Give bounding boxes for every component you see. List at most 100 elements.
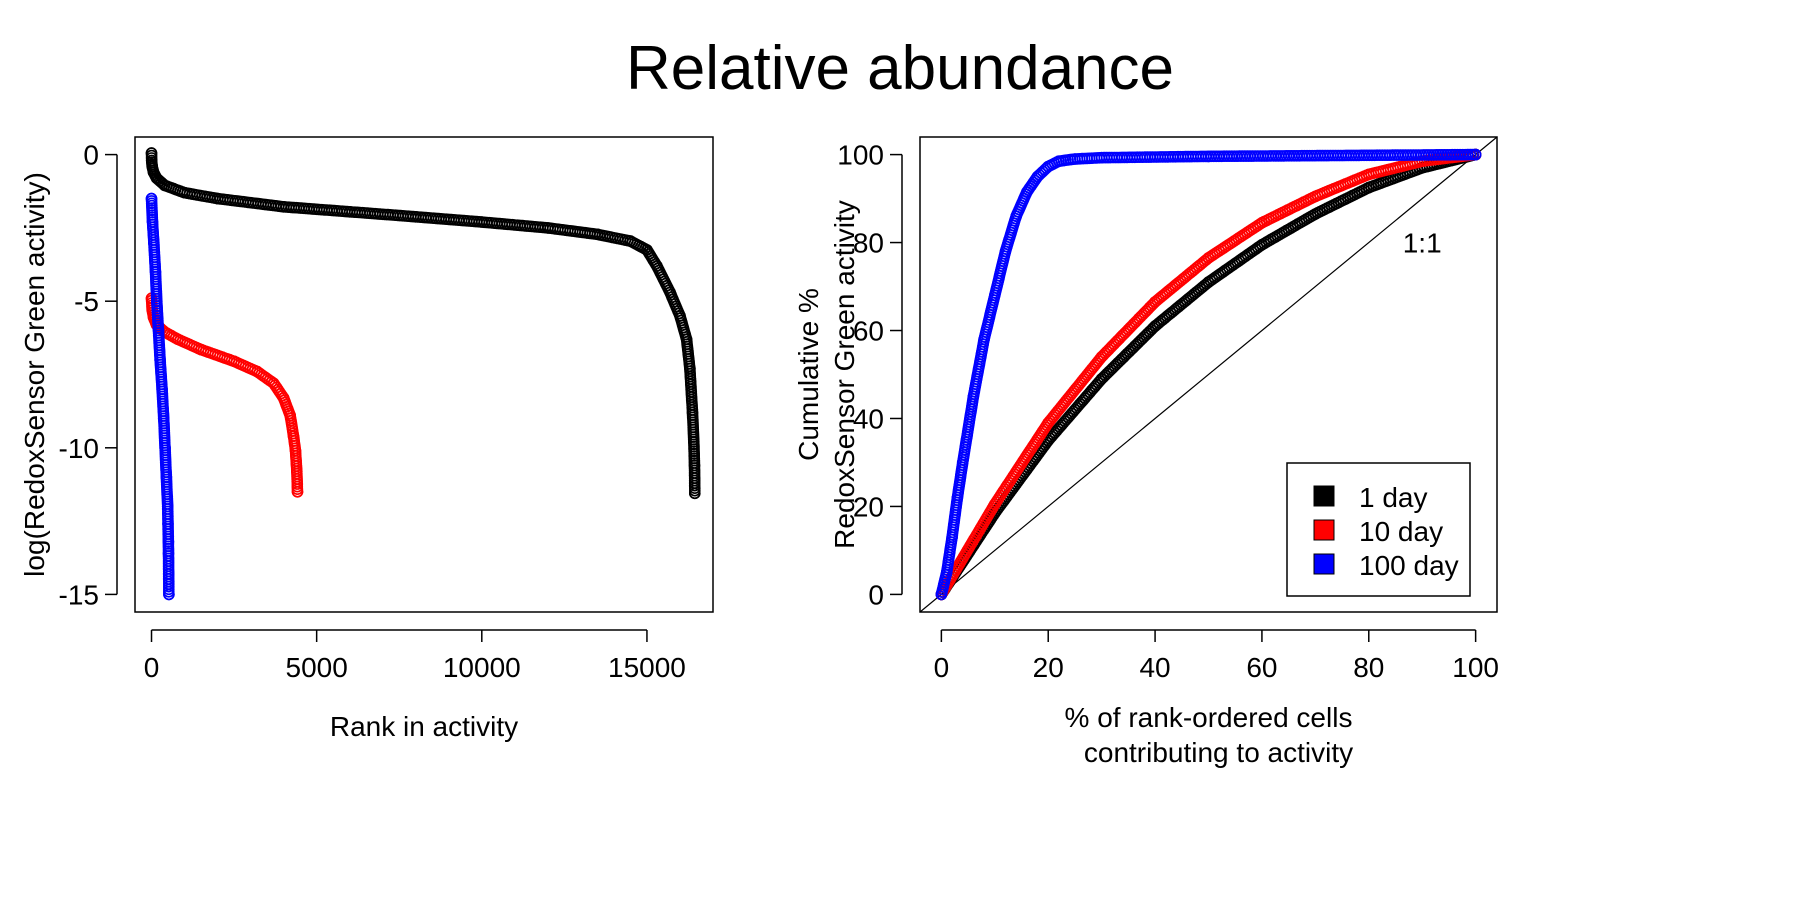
- x-tick-label: 80: [1353, 652, 1384, 683]
- data-point: [162, 547, 175, 560]
- data-point: [1469, 148, 1482, 161]
- legend-label: 10 day: [1359, 516, 1443, 547]
- data-point: [1042, 417, 1054, 429]
- data-point: [172, 333, 184, 346]
- data-point: [1149, 296, 1161, 308]
- data-point: [211, 192, 224, 205]
- x-tick-label: 60: [1246, 652, 1277, 683]
- data-point: [988, 498, 1001, 511]
- x-tick-label: 0: [934, 652, 950, 683]
- data-point: [1363, 168, 1375, 181]
- data-point: [624, 235, 637, 247]
- data-point: [161, 500, 174, 513]
- y-tick-label: 60: [853, 316, 884, 347]
- data-point: [289, 444, 302, 457]
- y-tick-label: -10: [59, 433, 99, 464]
- x-axis-label: Rank in activity: [330, 711, 518, 742]
- data-point: [158, 326, 171, 338]
- data-point: [967, 390, 980, 403]
- plot-panel-1: 0 5000 10000 15000 0 -5 -10 -15 Rank in activity…: [19, 136, 714, 742]
- data-point: [195, 343, 207, 356]
- data-point: [1202, 252, 1215, 264]
- legend-swatch: [1313, 485, 1335, 507]
- data-point: [154, 353, 166, 366]
- data-point: [1095, 351, 1108, 363]
- y-tick-label: 0: [83, 140, 99, 171]
- data-point: [999, 245, 1012, 258]
- data-point: [1202, 276, 1215, 288]
- x-tick-label: 20: [1033, 652, 1064, 683]
- figure-title: Relative abundance: [626, 34, 1174, 103]
- data-point: [148, 236, 160, 249]
- data-point: [1031, 170, 1044, 183]
- data-point: [940, 566, 953, 579]
- plot-frame: [134, 136, 714, 613]
- data-point: [687, 436, 700, 448]
- data-point: [277, 201, 290, 213]
- y-tick-label: 0: [868, 579, 884, 610]
- data-point: [151, 295, 163, 308]
- data-point: [1010, 210, 1023, 222]
- data-point: [946, 531, 958, 544]
- data-point: [680, 333, 693, 346]
- data-point: [1053, 155, 1065, 167]
- series-100-day: [145, 192, 175, 601]
- data-point: [162, 535, 175, 548]
- x-tick-label: 5000: [286, 652, 348, 683]
- data-point: [988, 289, 1001, 302]
- data-point: [951, 491, 964, 504]
- data-point: [688, 459, 701, 472]
- data-point: [674, 310, 686, 322]
- data-point: [159, 441, 171, 454]
- data-point: [1202, 150, 1215, 163]
- data-point: [158, 179, 171, 192]
- x-tick-label: 15000: [608, 652, 686, 683]
- data-point: [267, 377, 280, 390]
- data-point: [163, 588, 175, 601]
- data-point: [157, 412, 170, 425]
- y-axis-label-line: RedoxSensor Green activity: [829, 200, 860, 549]
- reference-line-1-to-1: [919, 136, 1498, 613]
- data-point: [409, 211, 422, 223]
- data-point: [686, 406, 699, 419]
- data-point: [542, 222, 554, 234]
- data-point: [146, 216, 159, 228]
- data-point: [146, 160, 158, 173]
- data-point: [162, 568, 175, 580]
- data-point: [1363, 181, 1375, 194]
- y-tick-label: -5: [74, 286, 99, 317]
- data-point: [178, 186, 191, 199]
- data-point: [664, 286, 676, 299]
- data-point: [1309, 208, 1322, 220]
- data-point: [935, 588, 948, 601]
- x-tick-label: 40: [1139, 652, 1170, 683]
- data-point: [160, 471, 173, 483]
- data-point: [228, 355, 240, 368]
- data-point: [277, 392, 290, 404]
- legend-label: 1 day: [1359, 482, 1428, 513]
- reference-line-label: 1:1: [1403, 228, 1442, 259]
- data-point: [343, 206, 356, 218]
- data-point: [147, 166, 160, 178]
- series-10-day: [935, 148, 1482, 601]
- y-tick-label: 40: [853, 403, 884, 434]
- data-point: [688, 487, 701, 500]
- y-axis-label-line: Cumulative %: [793, 288, 824, 461]
- data-point: [251, 365, 264, 378]
- x-axis-label-line: % of rank-ordered cells: [1065, 702, 1353, 733]
- data-point: [475, 216, 488, 228]
- plot-panel-2: 0 20 40 60 80 100 0 20 40 60 80 100 % of rank-ordere…: [793, 136, 1499, 768]
- data-point: [150, 172, 163, 184]
- data-point: [1095, 151, 1108, 164]
- data-point: [1021, 186, 1033, 198]
- y-tick-label: -15: [59, 579, 99, 610]
- data-point: [1256, 217, 1268, 229]
- data-point: [145, 192, 158, 205]
- data-point: [1095, 373, 1108, 385]
- data-point: [145, 154, 158, 167]
- data-point: [145, 147, 158, 159]
- legend-swatch: [1313, 553, 1335, 575]
- data-point: [956, 456, 969, 469]
